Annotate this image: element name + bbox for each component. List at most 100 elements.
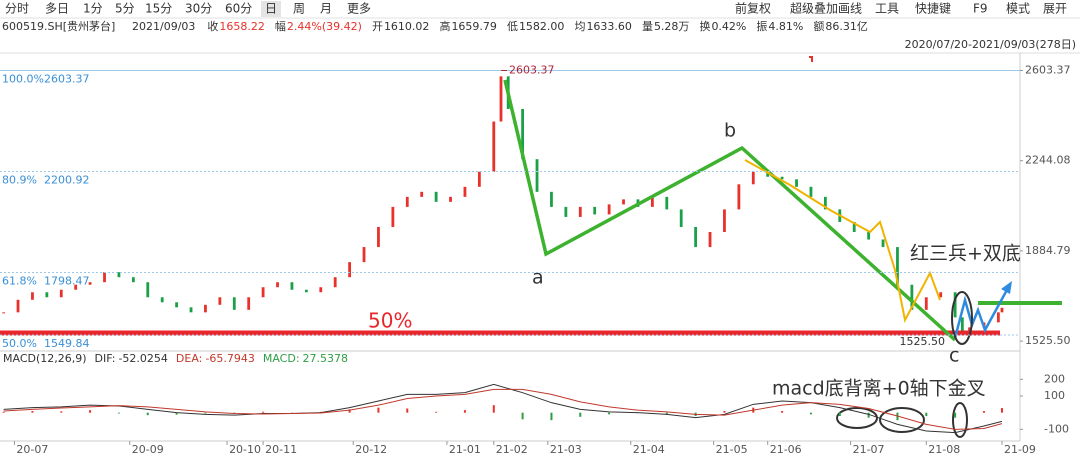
tool-button[interactable]: 超级叠加 bbox=[790, 1, 838, 16]
macd-bar bbox=[290, 412, 293, 414]
tool-button[interactable]: F9 bbox=[973, 2, 988, 16]
quote-value: 1610.02 bbox=[384, 20, 430, 33]
macd-bar bbox=[463, 410, 466, 413]
candle bbox=[535, 159, 539, 192]
quote-label: 量 bbox=[642, 20, 653, 33]
candle bbox=[665, 196, 669, 210]
candle bbox=[45, 292, 49, 298]
candle bbox=[146, 282, 150, 298]
candle bbox=[74, 284, 78, 290]
tab[interactable]: 多日 bbox=[45, 2, 69, 16]
tool-button[interactable]: 工具 bbox=[875, 2, 899, 16]
tool-button[interactable]: 模式 bbox=[1006, 2, 1030, 16]
macd-bar bbox=[146, 412, 149, 416]
wave-line bbox=[503, 79, 957, 342]
candle bbox=[823, 196, 827, 210]
tab[interactable]: 日 bbox=[265, 2, 277, 16]
candle bbox=[290, 282, 294, 290]
tab[interactable]: 月 bbox=[320, 2, 332, 16]
candle bbox=[276, 282, 279, 288]
tab[interactable]: 30分 bbox=[185, 2, 212, 16]
candle bbox=[723, 209, 726, 232]
date-range: 2020/07/20-2021/09/03(278日) bbox=[905, 38, 1076, 51]
macd-bar bbox=[723, 411, 726, 413]
candle bbox=[492, 121, 496, 172]
low-label: 1525.50 bbox=[900, 335, 946, 348]
pattern-annotation: 红三兵+双底 bbox=[910, 243, 1021, 265]
dif-line bbox=[3, 383, 1003, 434]
y-tick-label: 100 bbox=[1044, 389, 1065, 402]
candle bbox=[924, 297, 928, 310]
indicator-name: DIF: bbox=[95, 352, 116, 365]
macd-bar bbox=[492, 405, 495, 413]
tab[interactable]: 周 bbox=[293, 2, 305, 16]
quote-value: 0.42% bbox=[711, 20, 746, 33]
candle bbox=[160, 297, 164, 303]
level-annotation: 50% bbox=[368, 309, 412, 333]
candle bbox=[881, 239, 885, 248]
candle bbox=[463, 186, 467, 197]
macd-bar bbox=[521, 412, 524, 420]
quote-label: 额 bbox=[813, 20, 824, 33]
candle bbox=[499, 76, 503, 122]
candle bbox=[247, 297, 251, 310]
macd-bar bbox=[665, 412, 668, 415]
tab[interactable]: 5分 bbox=[115, 2, 135, 16]
candle bbox=[910, 284, 914, 310]
fib-label: 50.0% bbox=[2, 337, 37, 350]
candle bbox=[232, 297, 236, 310]
tab[interactable]: 更多 bbox=[347, 2, 371, 16]
macd-bar bbox=[31, 411, 34, 413]
tab[interactable]: 1分 bbox=[83, 2, 103, 16]
indicator-name: MACD: bbox=[263, 352, 300, 365]
quote-value: 5.28万 bbox=[654, 20, 690, 33]
macd-bar bbox=[867, 412, 870, 418]
candle bbox=[362, 247, 366, 263]
tab[interactable]: 60分 bbox=[225, 2, 252, 16]
y-tick-label: 1884.79 bbox=[1025, 244, 1071, 257]
macd-bar bbox=[204, 412, 207, 414]
tab[interactable]: 15分 bbox=[145, 2, 172, 16]
tool-button[interactable]: 前复权 bbox=[735, 1, 771, 16]
fib-label: 100.0% bbox=[2, 72, 44, 85]
macd-bar bbox=[579, 412, 582, 417]
candle bbox=[1000, 307, 1004, 313]
tab[interactable]: 分时 bbox=[5, 2, 29, 16]
x-tick-label: 21-03 bbox=[550, 443, 582, 456]
wave-label: c bbox=[949, 345, 959, 367]
macd-bar bbox=[60, 411, 63, 413]
candle bbox=[59, 289, 63, 298]
candle bbox=[88, 282, 92, 285]
candle bbox=[896, 247, 899, 285]
macd-bar bbox=[982, 411, 985, 413]
macd-bar bbox=[954, 412, 957, 418]
candle bbox=[867, 232, 871, 240]
candle bbox=[333, 277, 337, 288]
x-tick-label: 21-01 bbox=[449, 443, 481, 456]
indicator-value: -52.0254 bbox=[118, 352, 167, 365]
macd-bar bbox=[550, 412, 553, 421]
candle bbox=[405, 196, 409, 207]
candle bbox=[809, 186, 813, 197]
tool-button[interactable]: 画线 bbox=[838, 2, 862, 16]
x-tick-label: 21-04 bbox=[633, 443, 665, 456]
quote-label: 幅 bbox=[275, 20, 286, 33]
quote-date: 2021/09/03 bbox=[132, 20, 195, 33]
tool-button[interactable]: 展开 bbox=[1043, 2, 1067, 16]
indicator-value: -65.7943 bbox=[205, 352, 254, 365]
fib-value: 1798.47 bbox=[44, 275, 90, 288]
candle bbox=[694, 226, 698, 248]
x-tick-label: 21-06 bbox=[770, 443, 802, 456]
candle bbox=[377, 226, 380, 248]
macd-bar bbox=[781, 411, 784, 413]
candle bbox=[953, 292, 957, 318]
macd-bar bbox=[1000, 408, 1003, 413]
quote-label: 低 bbox=[507, 20, 518, 33]
quote-value: 2.44%(39.42) bbox=[287, 20, 362, 33]
candle bbox=[434, 191, 438, 202]
x-tick-label: 20-11 bbox=[265, 443, 297, 456]
candle bbox=[795, 179, 798, 187]
candle bbox=[607, 204, 611, 215]
tool-button[interactable]: 快捷键 bbox=[915, 2, 951, 16]
candle bbox=[319, 287, 323, 293]
